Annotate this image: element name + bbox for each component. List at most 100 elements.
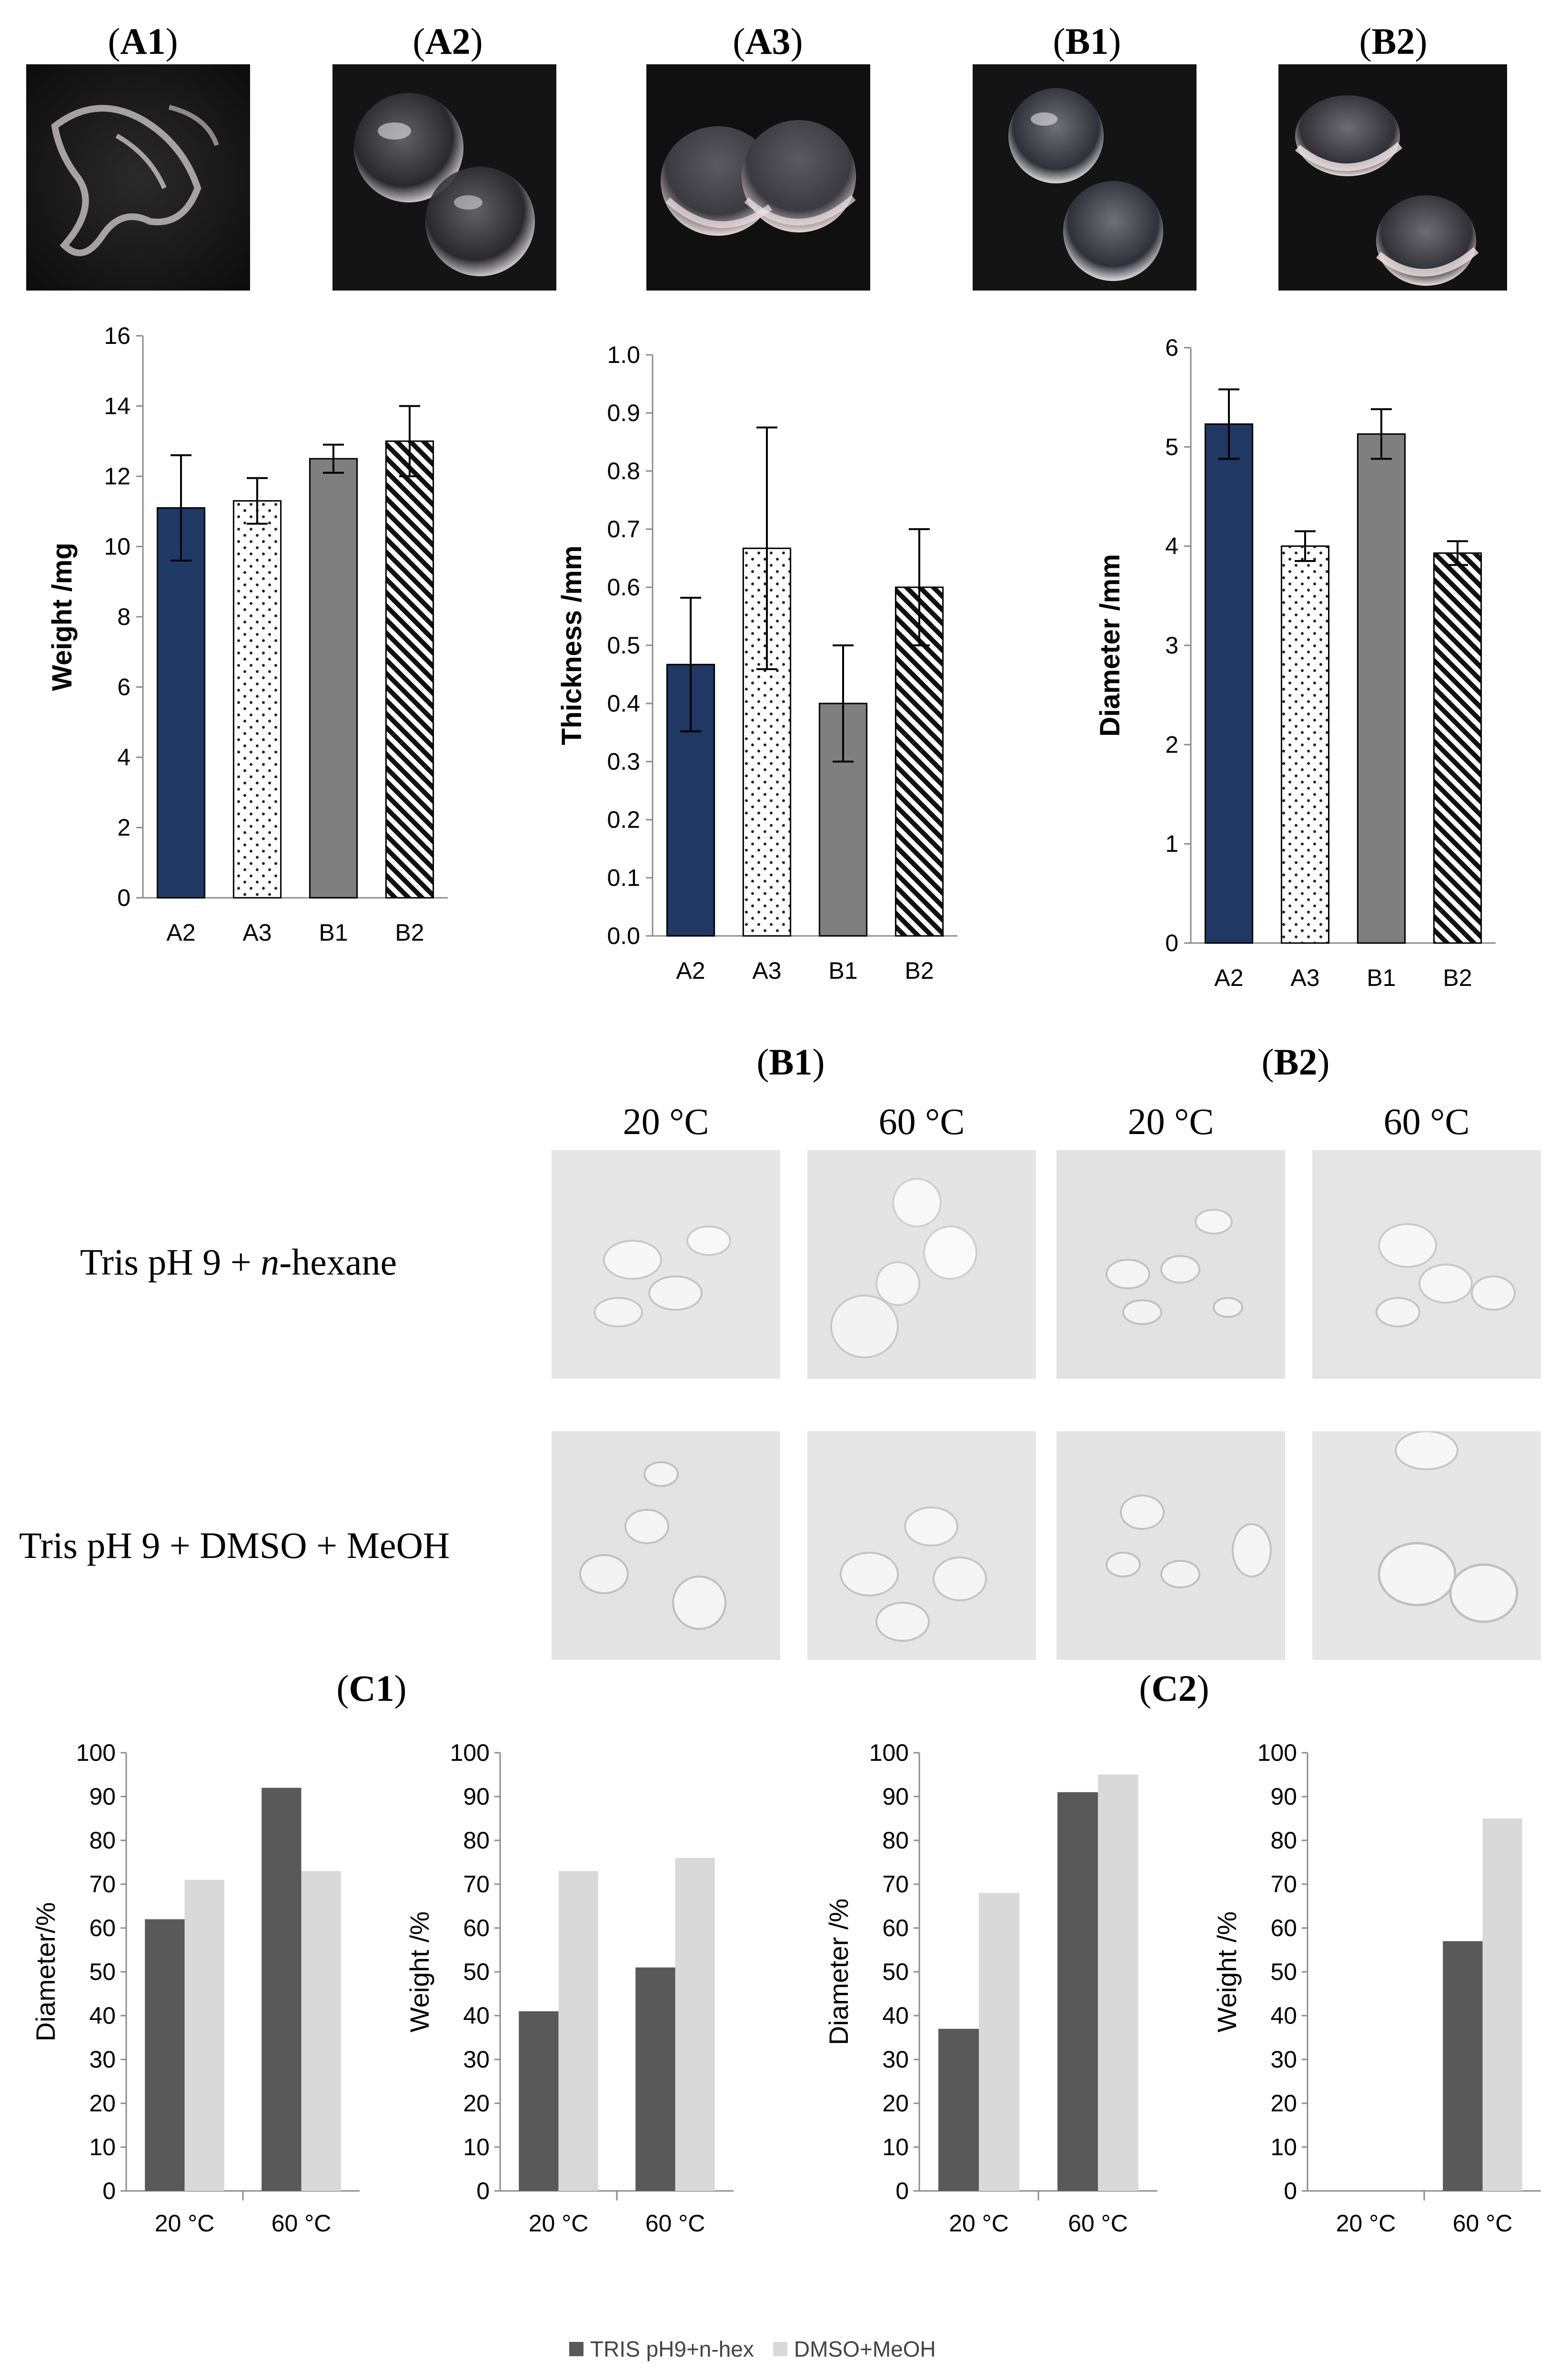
bar-tris-1 [635,1967,675,2191]
bar-A2 [1204,423,1254,944]
y-tick-label: 100 [869,1739,909,1766]
y-tick-label: 100 [76,1739,116,1766]
bar-dmso-1 [1098,1775,1138,2191]
y-tick-label: 30 [882,2046,909,2073]
y-tick-label: 60 [882,1915,909,1941]
y-tick-label: 90 [882,1783,909,1810]
y-tick-label: 8 [117,603,131,630]
y-tick-label: 0.1 [607,864,640,891]
y-tick-label: 6 [117,674,131,701]
y-tick-label: 0.8 [607,458,640,484]
y-tick-label: 60 [1270,1915,1297,1941]
y-tick-label: 5 [1165,433,1178,460]
y-axis-title: Thickness /mm [556,545,587,745]
row-label-dmso-meoh: Tris pH 9 + DMSO + MeOH [19,1525,450,1566]
y-tick-label: 40 [463,2002,490,2029]
y-tick-label: 0 [117,884,131,911]
y-tick-label: 0.6 [607,574,640,601]
x-tick-label: 60 °C [1453,2210,1513,2237]
chart-c1-diameter: 0 10 20 30 40 50 60 70 80 90 100 20 °C 60 °C Diameter… [30,1739,360,2237]
bar-tris-0 [938,2029,979,2191]
bar-tris-0 [519,2011,559,2191]
y-tick-label: 20 [882,2090,909,2117]
bar-B1 [1357,433,1406,944]
legend-swatch-dmso [773,2342,787,2356]
panel-label-mid-b2: (B2) [1261,1041,1330,1083]
y-tick-label: 0.7 [607,516,640,542]
legend-label-tris: TRIS pH9+n-hex [590,2337,754,2361]
x-tick-label-B2: B2 [1443,964,1472,991]
x-tick-label: 60 °C [645,2210,705,2237]
x-tick-label-B1: B1 [1367,964,1396,991]
x-tick-label: 60 °C [272,2210,332,2237]
y-tick-label: 0.0 [607,923,640,949]
bar-dmso-0 [979,1893,1019,2191]
x-tick-label-B2: B2 [395,919,424,946]
photo-a2 [332,64,556,291]
bar-tris-1 [1443,1941,1483,2191]
x-tick-label-A2: A2 [1214,964,1243,991]
y-tick-label: 90 [89,1783,116,1810]
y-tick-label: 0 [1284,2178,1297,2204]
chart-c2-weight: 0 10 20 30 40 50 60 70 80 90 100 20 °C 60 °C Weight /… [1212,1739,1541,2237]
bar-dmso-0 [558,1871,598,2191]
y-tick-label: 70 [89,1871,116,1898]
bar-tris-1 [262,1788,302,2191]
y-axis-title: Diameter /mm [1095,554,1126,737]
y-tick-label: 100 [1257,1739,1297,1766]
legend-label-dmso: DMSO+MeOH [794,2337,936,2361]
x-tick-label-A3: A3 [752,957,781,984]
chart-thickness: 0.0 0.1 0.2 0.3 0.4 0.5 0.6 0.7 0.8 0.9 1.0 A2 A3 B1 B… [556,341,957,984]
x-tick-label: 20 °C [1336,2210,1396,2237]
panel-label-mid-b1: (B1) [756,1041,825,1083]
y-tick-label: 30 [1270,2046,1297,2073]
legend-swatch-tris [569,2342,583,2356]
y-tick-label: 30 [463,2046,490,2073]
y-axis-title: Weight /mg [47,542,78,691]
x-tick-label-A3: A3 [242,919,272,946]
y-tick-label: 50 [89,1958,116,1985]
photo-b2-hexane-60 [1312,1150,1541,1379]
panel-label-c1: (C1) [336,1667,407,1709]
y-tick-label: 4 [1165,533,1178,560]
x-tick-label: 20 °C [155,2210,215,2237]
bar-B1 [309,458,358,899]
y-tick-label: 0.4 [607,690,640,717]
y-tick-label: 10 [463,2134,490,2160]
y-tick-label: 10 [104,533,131,560]
y-tick-label: 12 [104,463,131,490]
y-tick-label: 16 [104,322,131,349]
bar-A3 [1280,545,1330,944]
temp-label-b1-60: 60 °C [878,1101,965,1142]
y-tick-label: 0.9 [607,400,640,426]
y-tick-label: 0 [895,2178,909,2204]
bar-A2 [156,507,206,899]
panel-label-a1: (A1) [108,20,178,62]
x-tick-label-B2: B2 [905,957,934,984]
y-tick-label: 0 [476,2178,490,2204]
x-tick-label: 20 °C [949,2210,1009,2237]
photo-a1 [26,64,250,291]
photo-b2-hexane-20 [1056,1150,1285,1379]
x-tick-label: 60 °C [1068,2210,1128,2237]
x-tick-label-A3: A3 [1290,964,1319,991]
y-tick-label: 0.5 [607,632,640,659]
bar-tris-0 [145,1919,185,2191]
bar-B2 [385,440,434,899]
photo-b1 [973,64,1197,291]
y-tick-label: 0.3 [607,748,640,775]
y-axis-title: Weight /% [1212,1911,1242,2032]
panel-label-b1: (B1) [1053,20,1121,62]
photo-b1-hexane-20 [552,1150,780,1379]
y-tick-label: 0.2 [607,806,640,833]
y-tick-label: 20 [89,2090,116,2117]
y-tick-label: 0 [1165,930,1178,956]
y-tick-label: 14 [104,393,131,420]
y-tick-label: 1.0 [607,341,640,368]
legend: TRIS pH9+n-hex DMSO+MeOH [569,2336,936,2362]
x-tick-label-B1: B1 [319,919,348,946]
x-tick-label-B1: B1 [828,957,857,984]
y-tick-label: 30 [89,2046,116,2073]
y-tick-label: 40 [882,2002,909,2029]
y-tick-label: 40 [1270,2002,1297,2029]
